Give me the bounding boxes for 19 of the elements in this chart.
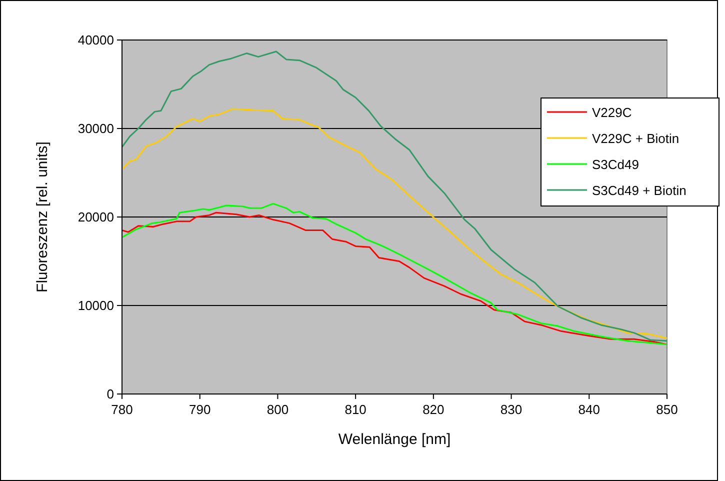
x-tick-label: 790 (189, 402, 211, 417)
x-tick-label: 820 (422, 402, 444, 417)
legend-label: S3Cd49 (592, 157, 639, 172)
x-tick-label: 780 (111, 402, 133, 417)
y-axis-title: Fluoreszenz [rel. units] (34, 142, 51, 292)
x-tick-label: 850 (656, 402, 678, 417)
x-tick-label: 800 (266, 402, 289, 417)
y-tick-label: 0 (106, 386, 114, 402)
x-tick-label: 810 (344, 402, 366, 417)
legend-label: V229C (592, 105, 632, 120)
y-tick-label: 40000 (78, 32, 114, 48)
y-tick-label: 30000 (78, 121, 114, 136)
x-tick-label: 840 (578, 402, 600, 417)
x-tick-label: 830 (500, 402, 522, 417)
legend-label: S3Cd49 + Biotin (592, 183, 686, 198)
legend-label: V229C + Biotin (592, 131, 680, 146)
y-tick-label: 20000 (78, 210, 114, 224)
y-tick-label: 10000 (78, 298, 114, 313)
x-axis-title: Welenlänge [nm] (338, 431, 451, 448)
